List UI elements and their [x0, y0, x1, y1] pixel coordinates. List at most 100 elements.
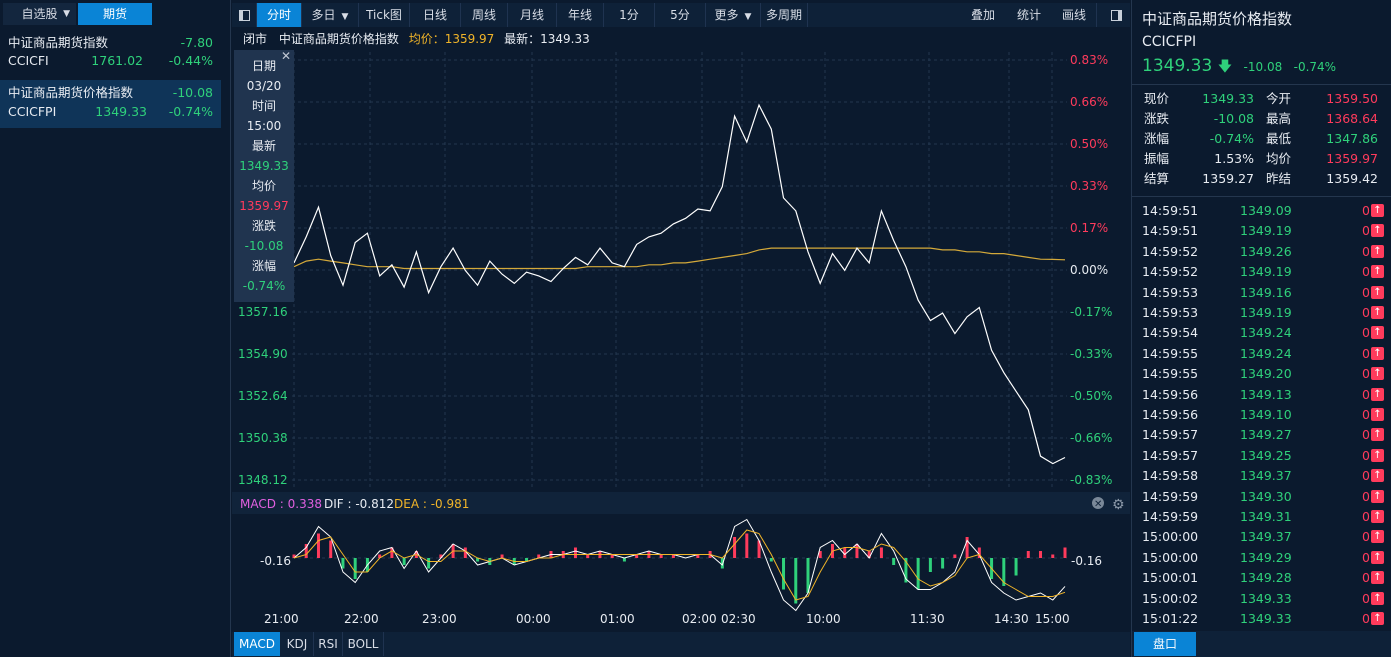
draw-button[interactable]: 画线 — [1052, 3, 1097, 27]
tab-macd[interactable]: MACD — [234, 632, 280, 656]
arrow-up-icon: ↑ — [1371, 489, 1384, 503]
tab-intraday[interactable]: 分时 — [257, 3, 302, 27]
tick-volume: 0 — [1362, 407, 1370, 422]
tab-label: Tick图 — [366, 8, 402, 22]
arrow-up-icon: ↑ — [1371, 571, 1384, 585]
arrow-up-icon: ↑ — [1371, 244, 1384, 258]
tick-row: 14:59:55 1349.24 0 ↑ — [1142, 344, 1384, 364]
tab-multi-period[interactable]: 多周期 — [761, 3, 808, 27]
tick-row: 14:59:57 1349.27 0 ↑ — [1142, 425, 1384, 445]
indicator-tabs: MACD KDJ RSI BOLL — [232, 632, 1130, 657]
tick-volume: 0 — [1362, 427, 1370, 443]
x-tick-label: 01:00 — [600, 612, 635, 626]
quote-value: -10.08 — [1213, 111, 1254, 126]
tab-yearly[interactable]: 年线 — [557, 3, 604, 27]
tick-time: 14:59:52 — [1142, 243, 1199, 259]
y-tick-left: 1350.38 — [238, 431, 288, 445]
tab-orderbook[interactable]: 盘口 — [1134, 632, 1196, 656]
tab-tick[interactable]: Tick图 — [359, 3, 410, 27]
tab-multiday[interactable]: 多日 ▼ — [302, 3, 359, 27]
quote-label: 现价 — [1144, 91, 1170, 106]
tick-price: 1349.29 — [1240, 549, 1292, 565]
item-price: 1349.33 — [95, 104, 147, 119]
tick-price: 1349.20 — [1240, 366, 1292, 382]
list-item[interactable]: 中证商品期货指数 -7.80 CCICFI 1761.02 -0.44% — [0, 31, 221, 79]
chevron-down-icon: ▼ — [341, 12, 349, 22]
item-pct: -0.44% — [168, 53, 213, 68]
y-tick-left: 1352.64 — [238, 389, 288, 403]
tab-kdj[interactable]: KDJ — [281, 632, 314, 656]
tick-volume: 0 — [1362, 590, 1370, 606]
arrow-up-icon: ↑ — [1371, 448, 1384, 462]
arrow-up-icon: ↑ — [1371, 367, 1384, 381]
y-tick-right: 0.00% — [1070, 263, 1108, 277]
tooltip-value: 1359.97 — [239, 199, 289, 213]
y-tick-right: 0.83% — [1070, 53, 1108, 67]
item-price: 1761.02 — [91, 53, 143, 68]
tick-row: 14:59:52 1349.19 0 ↑ — [1142, 262, 1384, 282]
right-panel-toggle-button[interactable] — [1104, 3, 1128, 27]
tab-5min[interactable]: 5分 — [655, 3, 706, 27]
tab-label: 年线 — [567, 8, 592, 22]
quote-value: 1359.42 — [1326, 171, 1378, 186]
tooltip-label: 日期 — [251, 59, 276, 73]
close-icon[interactable]: ✕ — [280, 49, 291, 63]
y-tick-left: 1348.12 — [238, 473, 288, 487]
tab-watchlist[interactable]: 自选股 ▼ — [3, 3, 76, 25]
arrow-up-icon: ↑ — [1371, 469, 1384, 483]
quote-value: 1359.27 — [1202, 171, 1254, 186]
tick-time: 14:59:51 — [1142, 203, 1199, 218]
tick-price: 1349.24 — [1240, 325, 1292, 341]
arrow-up-icon: ↑ — [1371, 591, 1384, 605]
x-tick-label: 02:00 — [682, 612, 717, 626]
tab-label: 月线 — [519, 8, 544, 22]
y-tick-right: -0.66% — [1070, 431, 1112, 445]
tab-boll[interactable]: BOLL — [343, 632, 384, 656]
tooltip-label: 涨幅 — [251, 259, 276, 273]
tooltip-label: 均价 — [251, 179, 276, 193]
y-tick-right: 0.33% — [1070, 179, 1108, 193]
y-tick-left: 1357.16 — [238, 305, 288, 319]
tab-more[interactable]: 更多 ▼ — [706, 3, 761, 27]
tab-rsi[interactable]: RSI — [314, 632, 343, 656]
tick-row: 14:59:55 1349.20 0 ↑ — [1142, 364, 1384, 384]
tick-row: 14:59:53 1349.19 0 ↑ — [1142, 303, 1384, 323]
tab-daily[interactable]: 日线 — [410, 3, 461, 27]
overlay-button[interactable]: 叠加 — [961, 3, 1005, 27]
tick-price: 1349.33 — [1240, 590, 1292, 606]
quote-value: 1347.86 — [1326, 131, 1378, 146]
tooltip-value: -10.08 — [244, 239, 284, 253]
tick-volume: 0 — [1362, 549, 1370, 565]
list-item-selected[interactable]: 中证商品期货价格指数 -10.08 CCICFPI 1349.33 -0.74% — [0, 80, 221, 128]
tick-row: 14:59:54 1349.24 0 ↑ — [1142, 323, 1384, 343]
quote-change: -10.08 — [1243, 60, 1283, 74]
tick-row: 14:59:56 1349.10 0 ↑ — [1142, 405, 1384, 425]
tick-volume: 0 — [1362, 447, 1370, 463]
tab-monthly[interactable]: 月线 — [508, 3, 557, 27]
tick-price: 1349.24 — [1240, 345, 1292, 361]
quote-label: 最低 — [1266, 131, 1292, 146]
last-price-label: 最新：1349.33 — [504, 32, 590, 46]
crosshair-tooltip: ✕ 日期 03/20 时间 15:00 最新 1349.33 均价 1359.97 涨跌 -10.… — [234, 49, 294, 302]
item-name: 中证商品期货指数 — [8, 35, 109, 50]
tab-weekly[interactable]: 周线 — [461, 3, 508, 27]
tick-volume: 0 — [1362, 488, 1370, 504]
tick-price: 1349.19 — [1240, 305, 1292, 320]
tooltip-label: 最新 — [251, 139, 276, 153]
arrow-up-icon: ↑ — [1371, 204, 1384, 217]
macd-tick-right: -0.16 — [1071, 554, 1102, 568]
chart-header: 闭市 中证商品期货价格指数 均价：1359.97 最新：1349.33 — [243, 30, 590, 48]
tab-1min[interactable]: 1分 — [604, 3, 655, 27]
panel-right-icon — [1110, 10, 1122, 21]
tick-volume: 0 — [1362, 570, 1370, 586]
x-tick-label: 23:00 — [422, 612, 457, 626]
stats-button[interactable]: 统计 — [1008, 3, 1050, 27]
intraday-chart[interactable]: 1357.16 1354.90 1352.64 1350.38 1348.12 0.83… — [232, 48, 1130, 632]
tab-futures[interactable]: 期货 — [78, 3, 152, 25]
dif-value: DIF : -0.812 — [324, 497, 394, 511]
y-tick-left: 1354.90 — [238, 347, 288, 361]
tick-row: 15:01:22 1349.33 0 ↑ — [1142, 609, 1384, 629]
sidebar-toggle-button[interactable] — [232, 3, 257, 27]
dea-value: DEA : -0.981 — [394, 497, 469, 511]
arrow-up-icon: ↑ — [1371, 306, 1384, 319]
